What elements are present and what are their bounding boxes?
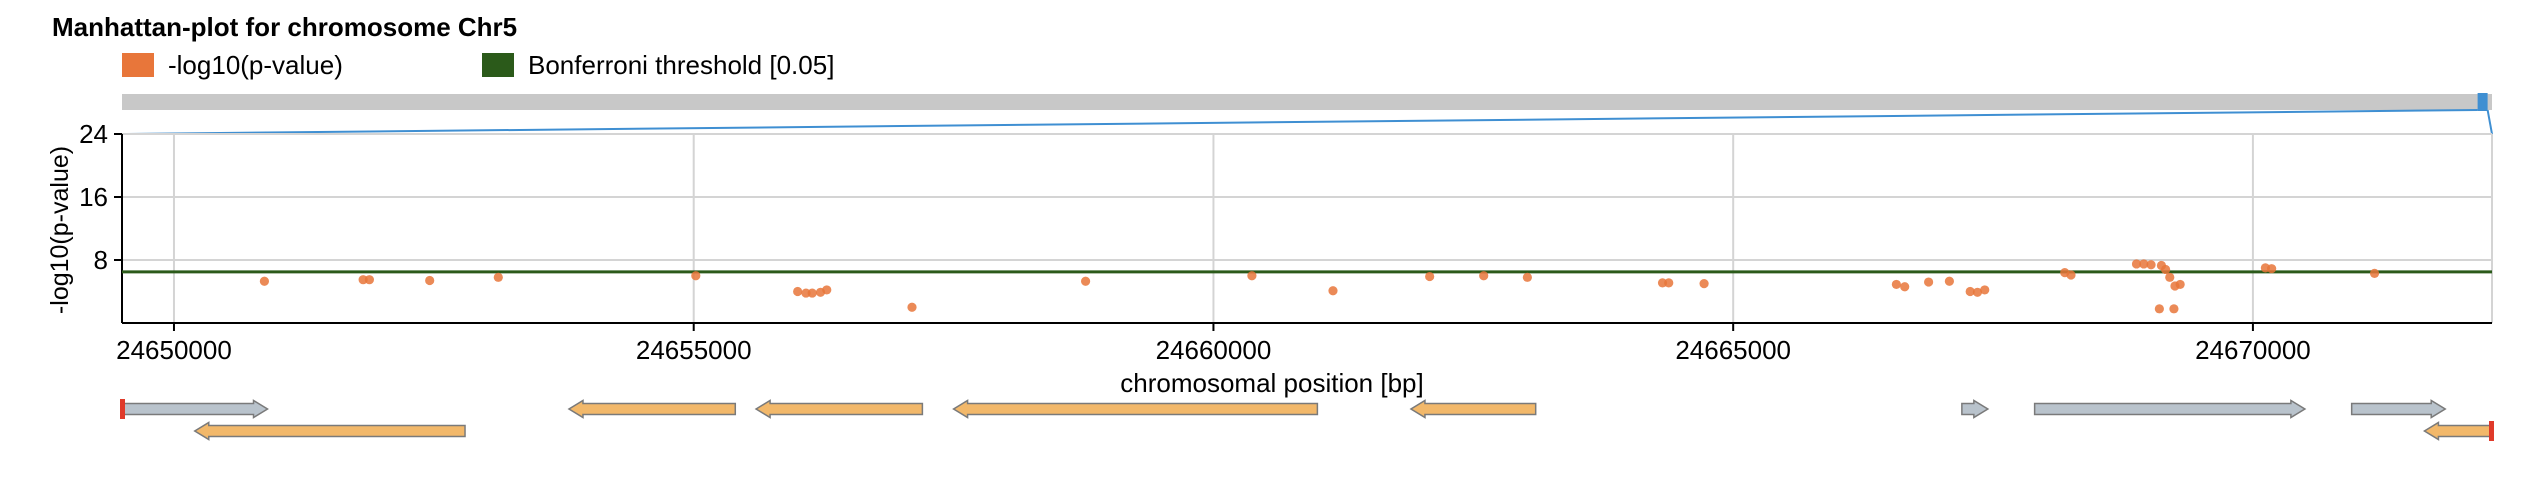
data-point-38 <box>2154 304 2164 314</box>
zoom-connector-left <box>121 109 2478 135</box>
x-tick-label-0: 24650000 <box>116 335 232 365</box>
overview-region-marker <box>2477 93 2488 111</box>
gene-6 <box>1961 399 1990 419</box>
overview-bar <box>122 94 2492 110</box>
data-point-2 <box>364 275 374 285</box>
x-axis-label: chromosomal position [bp] <box>1120 368 1423 398</box>
legend-label-pvalue: -log10(p-value) <box>168 49 343 80</box>
data-point-8 <box>807 288 817 298</box>
legend-entry-pvalue: -log10(p-value) <box>122 50 343 80</box>
data-point-32 <box>2146 260 2156 270</box>
data-point-3 <box>425 275 435 286</box>
x-tick-label-4: 24670000 <box>2195 335 2311 365</box>
data-point-0 <box>259 276 270 286</box>
legend-swatch-pvalue <box>122 53 154 77</box>
gene-2 <box>567 399 737 419</box>
data-point-34 <box>2161 264 2171 275</box>
chart-title: Manhattan-plot for chromosome Chr5 <box>52 12 518 42</box>
y-axis: 24 16 8 <box>79 119 123 323</box>
x-tick-label-2: 24660000 <box>1156 335 1272 365</box>
data-point-30 <box>2131 259 2142 269</box>
gene-7 <box>2033 399 2307 419</box>
x-axis: 24650000 24655000 24660000 24665000 24670000 <box>116 322 2492 365</box>
data-point-17 <box>1522 272 1532 282</box>
y-tick-label-2: 8 <box>94 245 108 275</box>
data-point-39 <box>2169 304 2179 314</box>
data-point-21 <box>1891 279 1901 290</box>
y-tick-label-0: 24 <box>79 119 108 149</box>
legend-entry-bonferroni: Bonferroni threshold [0.05] <box>482 50 834 80</box>
gene-track <box>120 399 2494 441</box>
data-point-16 <box>1479 271 1489 281</box>
data-point-22 <box>1900 282 1910 292</box>
data-point-19 <box>1664 278 1674 288</box>
pvalue-points <box>259 259 2380 314</box>
data-point-5 <box>691 271 701 281</box>
gene-5 <box>1409 399 1537 419</box>
x-tick-label-3: 24665000 <box>1675 335 1791 365</box>
gene-1 <box>193 421 466 441</box>
legend-swatch-bonferroni <box>482 53 514 77</box>
data-point-41 <box>2267 264 2277 274</box>
data-point-23 <box>1924 277 1934 287</box>
plot-grid <box>122 133 2493 323</box>
data-point-10 <box>822 285 832 295</box>
data-point-26 <box>1972 287 1983 297</box>
gene-9-region-edge <box>2489 421 2494 441</box>
data-point-14 <box>1328 286 1338 296</box>
gene-8 <box>2350 399 2447 419</box>
gene-0-region-edge <box>120 399 125 419</box>
x-tick-label-1: 24655000 <box>636 335 752 365</box>
data-point-27 <box>1980 285 1990 295</box>
data-point-6 <box>793 286 803 297</box>
data-point-35 <box>2165 272 2175 282</box>
data-point-4 <box>493 272 503 282</box>
data-point-29 <box>2066 270 2076 280</box>
data-point-31 <box>2139 259 2149 269</box>
y-axis-label: -log10(p-value) <box>46 146 74 314</box>
data-point-42 <box>2369 268 2380 278</box>
zoom-connector-right <box>2486 109 2493 135</box>
data-point-15 <box>1425 271 1435 282</box>
data-point-37 <box>2175 279 2185 290</box>
gene-3 <box>754 399 924 419</box>
gene-9 <box>2422 421 2493 441</box>
y-tick-label-1: 16 <box>79 182 108 212</box>
chromosome-overview <box>121 93 2493 135</box>
gene-0 <box>121 399 269 419</box>
data-point-24 <box>1944 276 1954 286</box>
gene-4 <box>952 399 1319 419</box>
data-point-11 <box>907 302 917 312</box>
data-point-12 <box>1080 276 1091 286</box>
data-point-25 <box>1965 286 1975 297</box>
data-point-13 <box>1247 271 1257 281</box>
data-point-20 <box>1699 279 1709 289</box>
legend-label-bonferroni: Bonferroni threshold [0.05] <box>528 49 835 80</box>
